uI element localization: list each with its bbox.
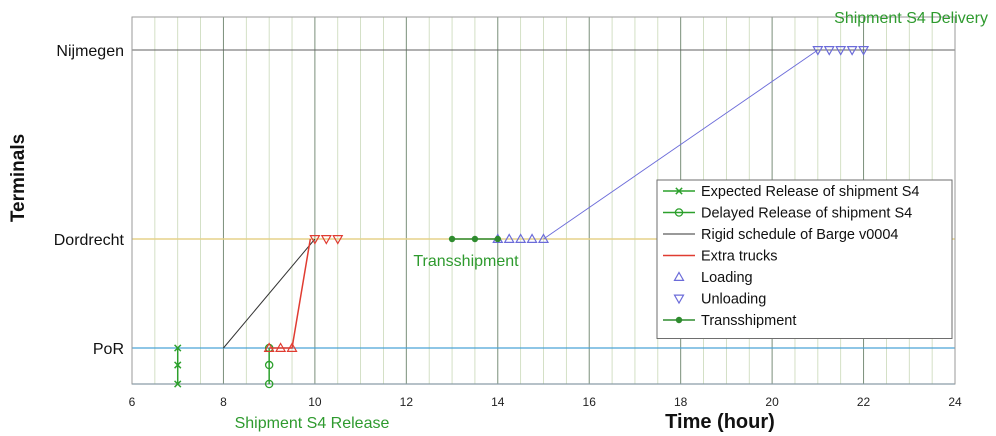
x-tick-label: 14 xyxy=(491,395,505,409)
y-axis-label: Terminals xyxy=(8,134,29,222)
marker-circle xyxy=(674,208,684,217)
marker-triangle-down xyxy=(823,46,835,56)
marker-triangle-up xyxy=(515,233,527,243)
marker-triangle-down xyxy=(332,235,344,245)
y-tick-label: Dordrecht xyxy=(54,232,125,249)
series-line xyxy=(269,238,312,349)
marker-circle xyxy=(264,360,274,370)
marker-triangle-up xyxy=(526,233,538,243)
x-tick-label: 24 xyxy=(948,395,962,409)
legend-entry: Delayed Release of shipment S4 xyxy=(663,206,912,222)
legend-label: Loading xyxy=(701,270,753,286)
y-tick-labels: PoR Dordrecht Nijmegen xyxy=(54,43,125,358)
marker-triangle-up xyxy=(263,342,275,352)
series-extra_trucks xyxy=(269,238,312,349)
x-tick-label: 22 xyxy=(857,395,871,409)
marker-triangle-up xyxy=(537,233,550,243)
legend: Expected Release of shipment S4 Delayed R… xyxy=(656,179,953,339)
marker-x xyxy=(174,380,182,388)
x-tick-label: 8 xyxy=(220,395,227,409)
legend-label: Expected Release of shipment S4 xyxy=(701,184,919,200)
series-line xyxy=(223,238,316,349)
legend-box xyxy=(656,179,953,339)
series-transshipment xyxy=(448,235,501,243)
series-rigid xyxy=(223,238,316,349)
x-axis-label: Time (hour) xyxy=(665,411,775,433)
legend-entry: Rigid schedule of Barge v0004 xyxy=(663,227,899,243)
legend-entry: Loading xyxy=(673,270,753,286)
series-expected xyxy=(174,344,182,388)
marker-triangle-down xyxy=(320,235,332,245)
marker-dot xyxy=(494,235,501,243)
annotation: Shipment S4 Release xyxy=(235,415,390,432)
series-layer xyxy=(174,46,870,389)
marker-x xyxy=(174,344,182,352)
legend-label: Rigid schedule of Barge v0004 xyxy=(701,227,899,243)
markers-extra_trucks xyxy=(309,235,344,245)
marker-x xyxy=(174,361,182,369)
legend-label: Unloading xyxy=(701,292,766,308)
x-tick-label: 16 xyxy=(583,395,597,409)
marker-dot xyxy=(471,235,479,243)
y-tick-label: PoR xyxy=(93,341,124,358)
marker-triangle-up xyxy=(275,342,287,352)
annotation: Transshipment xyxy=(413,253,519,270)
marker-triangle-up xyxy=(503,233,515,243)
legend-entry: Transshipment xyxy=(663,313,796,329)
annotation: Shipment S4 Delivery xyxy=(834,10,988,27)
x-tick-label: 6 xyxy=(129,395,136,409)
marker-circle xyxy=(264,379,274,389)
x-tick-label: 12 xyxy=(400,395,414,409)
marker-triangle-down xyxy=(309,235,321,245)
x-tick-label: 10 xyxy=(308,395,322,409)
legend-label: Transshipment xyxy=(701,313,796,329)
y-tick-label: Nijmegen xyxy=(56,43,124,60)
x-tick-label: 18 xyxy=(674,395,688,409)
marker-x xyxy=(675,187,683,195)
marker-triangle-down xyxy=(846,46,858,56)
plot-frame xyxy=(131,16,956,385)
marker-triangle-up xyxy=(673,271,685,281)
legend-entry: Expected Release of shipment S4 xyxy=(663,184,919,200)
legend-entry: Unloading xyxy=(673,292,766,308)
markers-extra_trucks xyxy=(263,342,298,352)
legend-label: Extra trucks xyxy=(701,249,778,265)
marker-dot xyxy=(675,316,683,324)
x-tick-labels: 6 8 10 12 14 16 18 20 22 24 xyxy=(129,395,962,409)
marker-triangle-down xyxy=(673,294,685,305)
series-connector xyxy=(543,49,819,240)
x-tick-label: 20 xyxy=(765,395,779,409)
marker-triangle-down xyxy=(812,46,824,56)
marker-triangle-up xyxy=(286,342,298,352)
marker-triangle-down xyxy=(858,46,870,56)
legend-entry: Extra trucks xyxy=(663,249,778,265)
annotations: Shipment S4 Delivery Transshipment Shipmen… xyxy=(235,10,988,432)
legend-label: Delayed Release of shipment S4 xyxy=(701,206,912,222)
series-unloading xyxy=(812,46,870,56)
marker-triangle-down xyxy=(835,46,847,56)
marker-dot xyxy=(448,235,456,243)
